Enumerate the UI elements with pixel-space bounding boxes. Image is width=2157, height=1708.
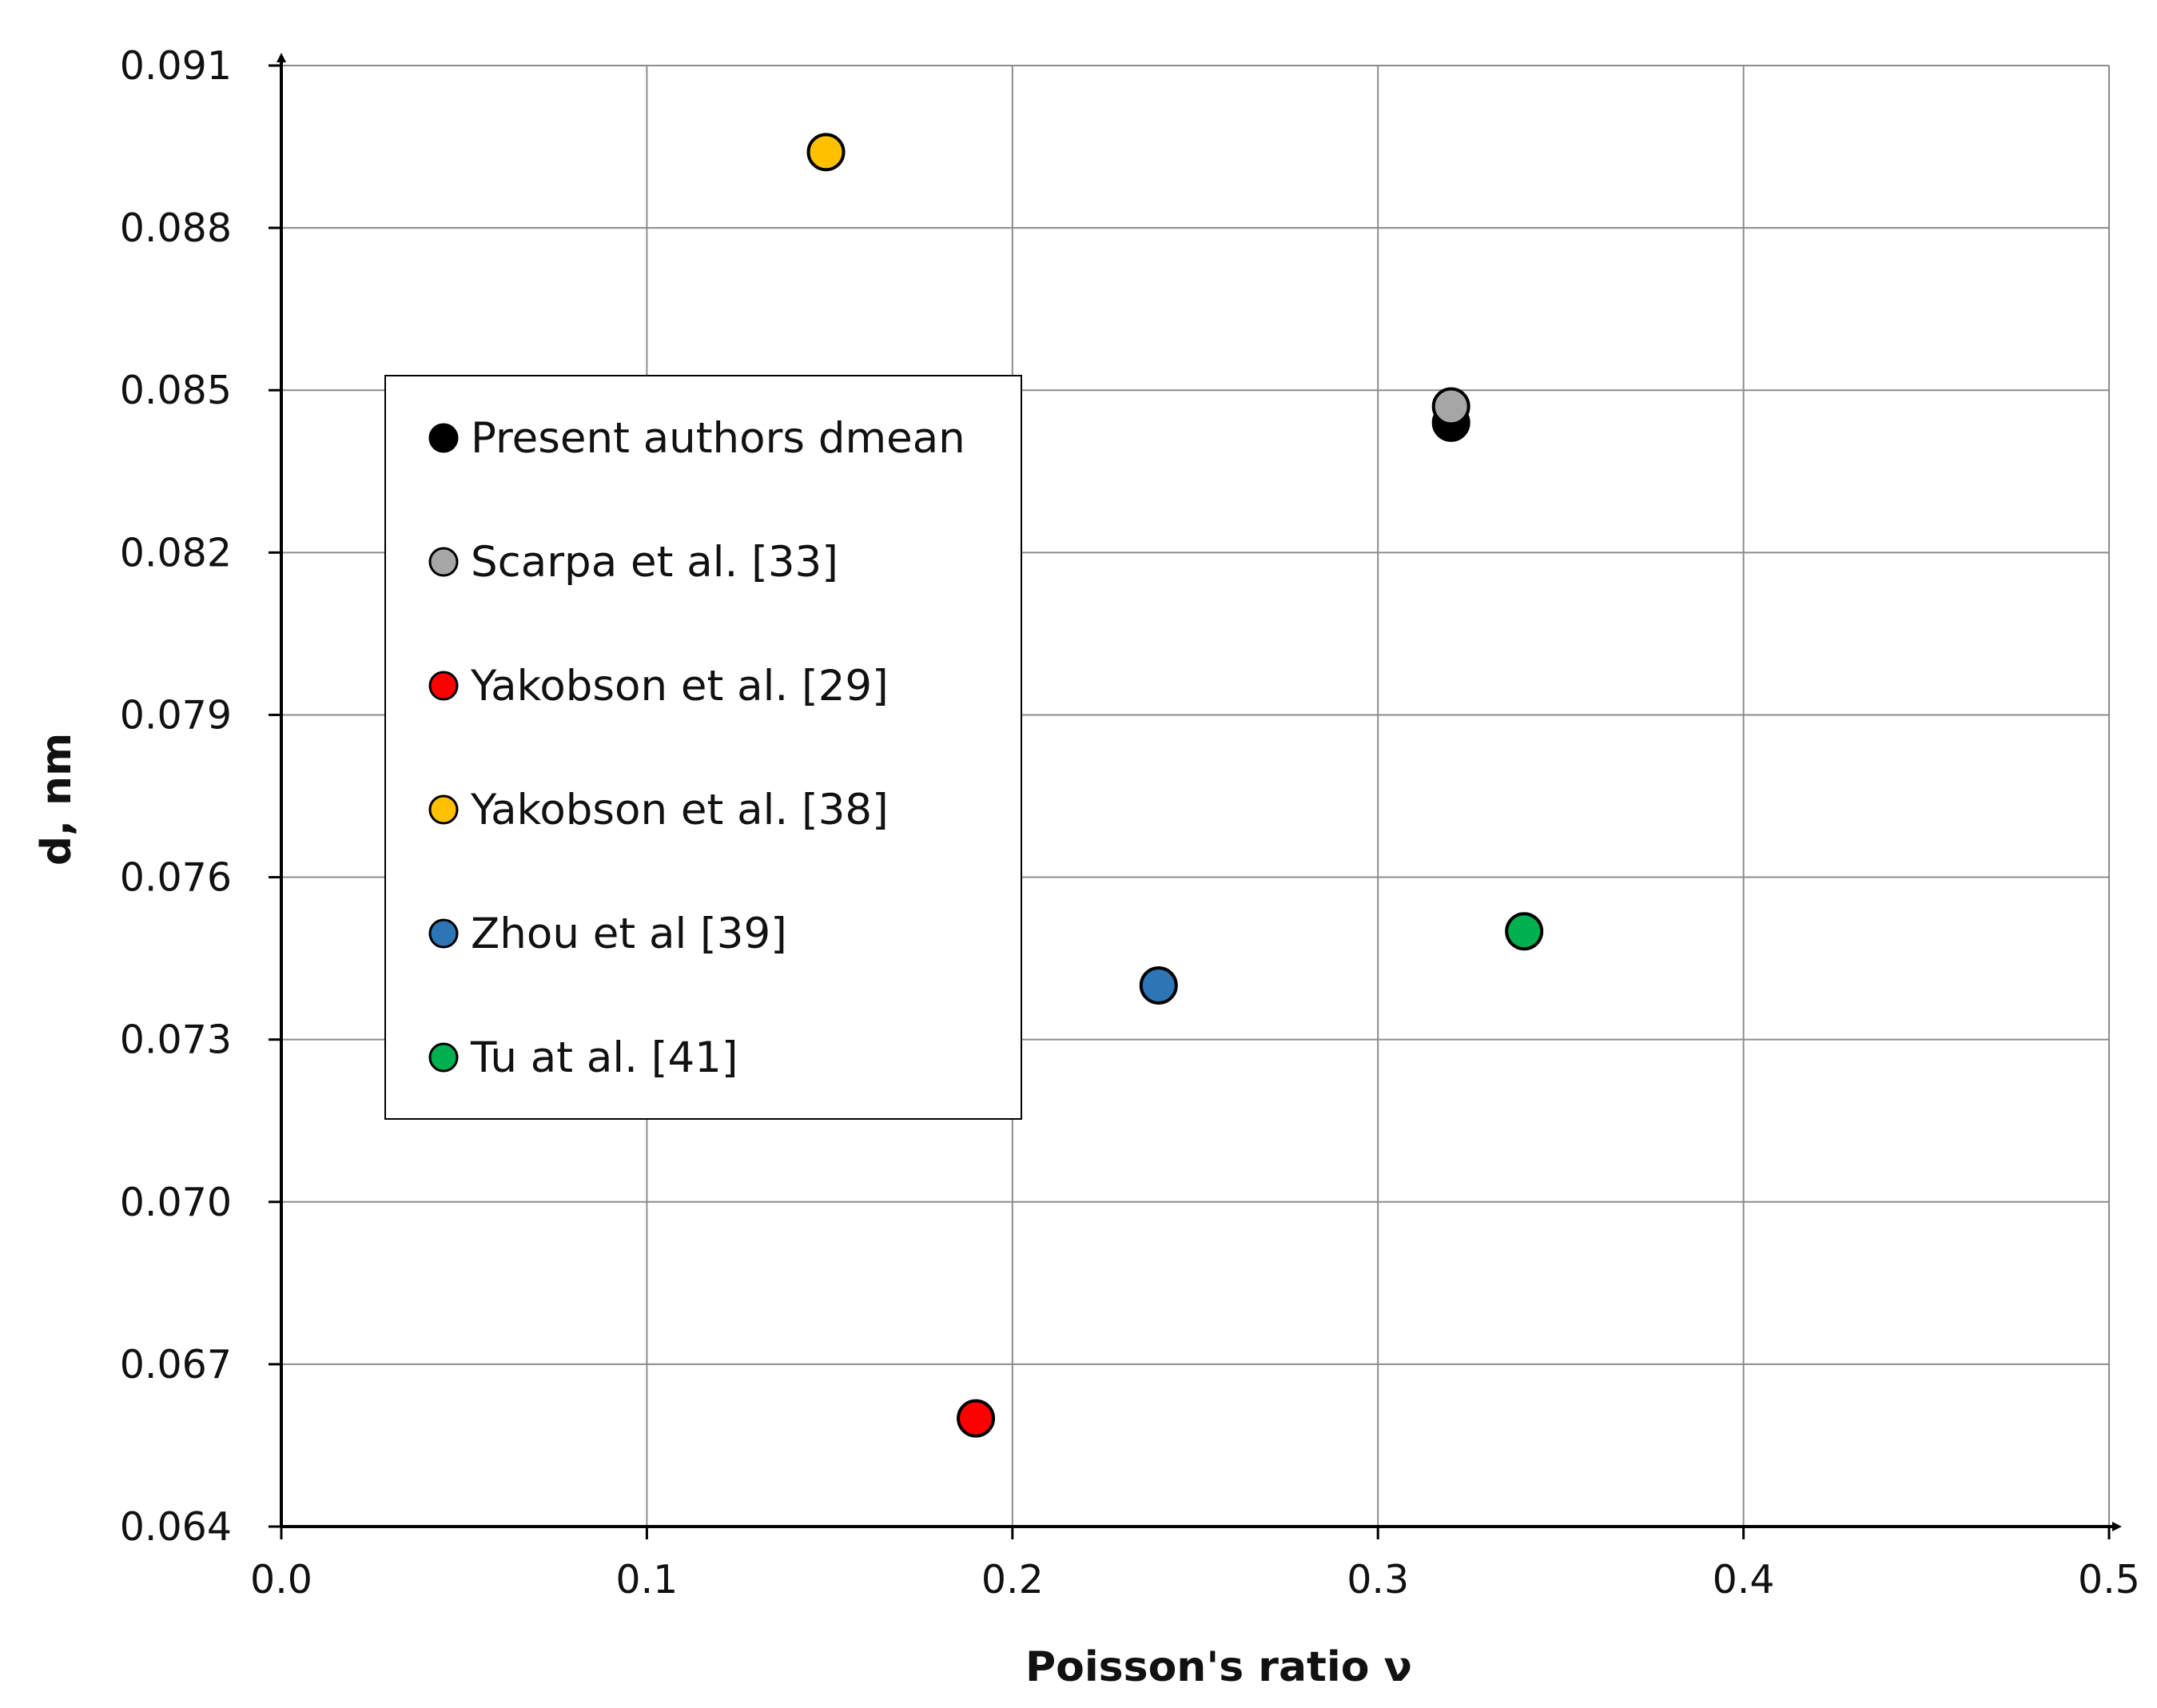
y-axis-ticks: 0.064 0.067 0.070 0.073 0.076 0.079 0.082 0.085…: [120, 43, 281, 1550]
legend-label-0: Present authors dmean: [471, 414, 965, 463]
y-tick-label-7: 0.085: [120, 368, 232, 413]
y-tick-label-9: 0.091: [120, 43, 232, 89]
x-tick-label-4: 0.4: [1713, 1557, 1775, 1602]
legend-label-5: Tu at al. [41]: [470, 1033, 738, 1082]
axes: [277, 53, 2122, 1531]
data-point-series-5-0: [1505, 912, 1544, 951]
legend-label-3: Yakobson et al. [38]: [470, 786, 889, 834]
y-tick-label-2: 0.070: [120, 1180, 232, 1225]
y-tick-label-5: 0.079: [120, 692, 232, 738]
data-point-series-1-0: [1431, 387, 1471, 426]
x-tick-label-5: 0.5: [2078, 1557, 2140, 1602]
legend-marker-2: [428, 671, 459, 701]
x-axis-title: Poisson's ratio ν: [1025, 1643, 1412, 1691]
legend-box: [384, 375, 1022, 1120]
legend-label-4: Zhou et al [39]: [471, 910, 787, 958]
y-tick-label-3: 0.073: [120, 1017, 232, 1063]
legend-label-1: Scarpa et al. [33]: [471, 538, 838, 587]
y-tick-label-6: 0.082: [120, 530, 232, 575]
legend-label-2: Yakobson et al. [29]: [470, 662, 889, 711]
y-tick-label-4: 0.076: [120, 855, 232, 901]
data-point-series-2-0: [957, 1399, 996, 1438]
data-point-series-4-0: [1139, 965, 1178, 1005]
x-tick-label-2: 0.2: [981, 1557, 1044, 1602]
legend-marker-5: [428, 1042, 459, 1073]
legend: Present authors dmean Scarpa et al. [33] Y…: [384, 375, 1022, 1120]
y-tick-label-8: 0.088: [120, 205, 232, 251]
legend-marker-0: [428, 423, 459, 453]
data-point-series-3-0: [806, 133, 846, 172]
y-axis-title: d, nm: [33, 733, 81, 866]
legend-marker-1: [428, 547, 459, 577]
x-axis-ticks: 0.0 0.1 0.2 0.3 0.4 0.5: [250, 1527, 2140, 1602]
y-tick-label-0: 0.064: [120, 1504, 232, 1550]
x-tick-label-1: 0.1: [615, 1557, 678, 1602]
x-tick-label-0: 0.0: [250, 1557, 312, 1602]
x-tick-label-3: 0.3: [1347, 1557, 1409, 1602]
y-tick-label-1: 0.067: [120, 1342, 232, 1388]
legend-marker-4: [428, 918, 459, 949]
data-points: [806, 133, 1544, 1438]
legend-marker-3: [428, 794, 459, 825]
